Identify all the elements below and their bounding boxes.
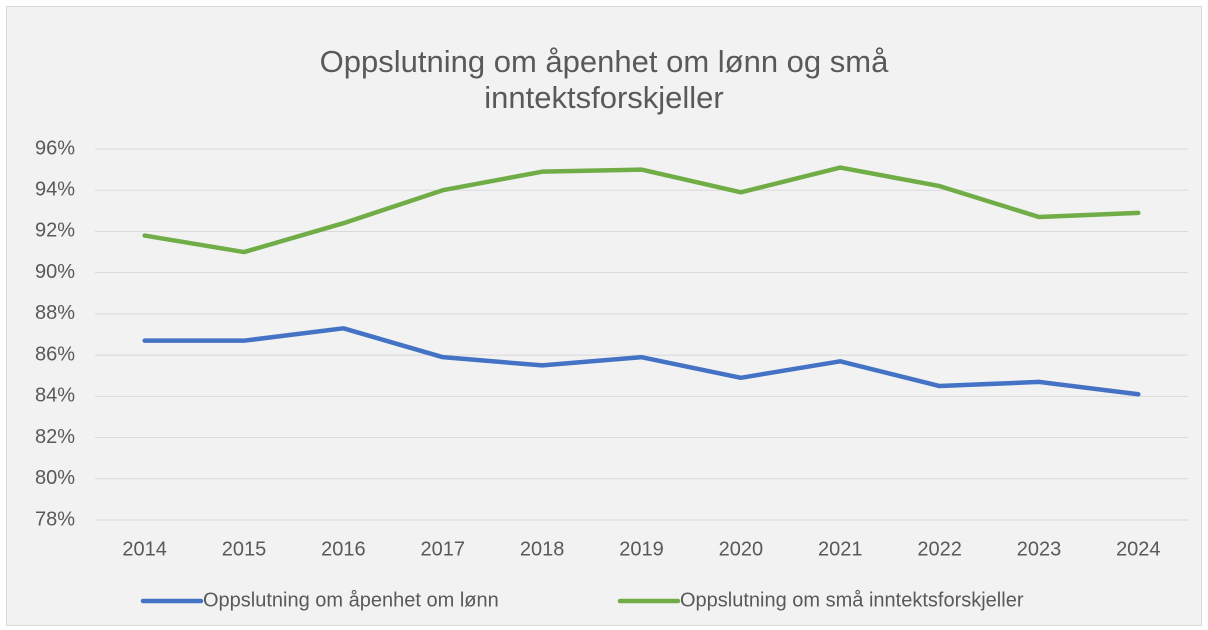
x-tick-label: 2015: [222, 538, 267, 560]
y-tick-label: 84%: [35, 385, 75, 407]
y-tick-label: 82%: [35, 426, 75, 448]
x-tick-label: 2023: [1017, 538, 1062, 560]
x-tick-label: 2018: [520, 538, 565, 560]
x-tick-label: 2021: [818, 538, 863, 560]
x-tick-label: 2020: [719, 538, 764, 560]
x-tick-label: 2014: [122, 538, 167, 560]
y-tick-label: 90%: [35, 261, 75, 283]
y-tick-label: 80%: [35, 467, 75, 489]
x-tick-label: 2024: [1116, 538, 1161, 560]
y-tick-label: 96%: [35, 137, 75, 159]
y-tick-label: 88%: [35, 302, 75, 324]
x-tick-label: 2022: [917, 538, 962, 560]
chart-title: Oppslutning om åpenhet om lønn og små in…: [319, 44, 889, 115]
chart-area: [6, 6, 1202, 626]
y-tick-label: 94%: [35, 179, 75, 201]
y-tick-label: 92%: [35, 220, 75, 242]
legend-label: Oppslutning om åpenhet om lønn: [203, 589, 499, 611]
legend-label: Oppslutning om små inntektsforskjeller: [680, 589, 1024, 611]
series-line: [142, 165, 1141, 255]
y-tick-label: 78%: [35, 508, 75, 530]
x-tick-label: 2019: [619, 538, 664, 560]
x-tick-label: 2017: [421, 538, 466, 560]
y-tick-label: 86%: [35, 343, 75, 365]
series-line: [142, 326, 1141, 397]
x-tick-label: 2016: [321, 538, 366, 560]
